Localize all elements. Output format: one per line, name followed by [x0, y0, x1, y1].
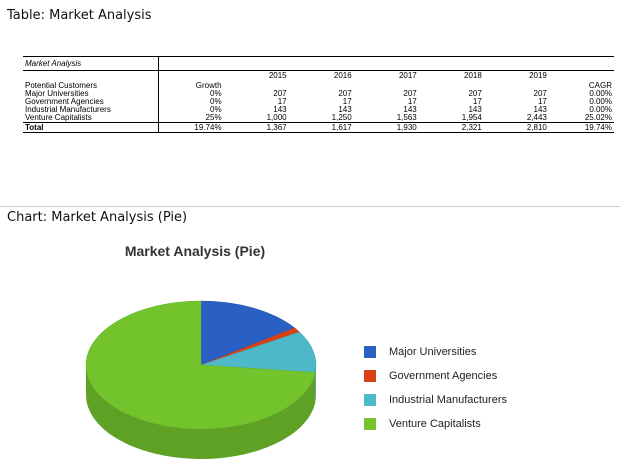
- growth-header: Growth: [195, 81, 222, 90]
- value-cell: 17: [537, 98, 547, 106]
- value-cell: 143: [533, 106, 547, 114]
- legend-swatch: [364, 418, 376, 430]
- value-cell: 2,443: [483, 114, 549, 123]
- cagr-header: CAGR: [588, 81, 612, 90]
- legend-item: Government Agencies: [364, 364, 507, 388]
- value-cell: 143: [403, 106, 417, 114]
- section-divider: [0, 206, 620, 207]
- pie-side: [315, 365, 316, 403]
- row-label: Industrial Manufacturers: [23, 106, 159, 114]
- table-row: Major Universities 0% 207 207 207 207 20…: [23, 90, 614, 98]
- pie-slice: [200, 300, 296, 366]
- chart-title: Market Analysis (Pie): [124, 243, 266, 259]
- value-cell: 143: [338, 106, 352, 114]
- value-cell: 2,810: [483, 122, 549, 133]
- pie-chart: [85, 300, 317, 459]
- legend-item: Major Universities: [364, 340, 507, 364]
- legend-item: Industrial Manufacturers: [364, 388, 507, 412]
- year-header: 2016: [333, 71, 352, 80]
- row-label: Government Agencies: [23, 98, 159, 106]
- legend-label: Major Universities: [389, 346, 477, 358]
- customers-header: Potential Customers: [23, 81, 159, 90]
- value-cell: 1,563: [353, 114, 419, 123]
- table-row: Government Agencies 0% 17 17 17 17 17 0.…: [23, 98, 614, 106]
- value-cell: 1,930: [353, 122, 419, 133]
- total-row: Total 19.74% 1,367 1,617 1,930 2,321 2,8…: [23, 122, 614, 133]
- table-header-row: Market Analysis: [23, 56, 614, 71]
- value-cell: 143: [273, 106, 287, 114]
- pie-depth: [86, 365, 316, 459]
- value-cell: 17: [342, 98, 352, 106]
- table-caption: Market Analysis: [23, 56, 159, 71]
- year-header: 2019: [529, 71, 547, 80]
- value-cell: 1,617: [288, 122, 354, 133]
- cagr-cell: 19.74%: [548, 122, 614, 133]
- chart-legend: Major Universities Government Agencies Ind…: [364, 340, 507, 436]
- table-section-title: Table: Market Analysis: [7, 8, 152, 23]
- column-labels-row: Potential Customers Growth CAGR: [23, 81, 614, 90]
- value-cell: 207: [403, 90, 417, 98]
- value-cell: 1,000: [223, 114, 289, 123]
- row-label: Venture Capitalists: [23, 114, 159, 123]
- pie-side: [86, 365, 316, 459]
- chart-section-title: Chart: Market Analysis (Pie): [7, 210, 188, 225]
- value-cell: 207: [273, 90, 287, 98]
- pie-slice: [200, 331, 317, 373]
- year-header: 2018: [464, 71, 482, 80]
- legend-item: Venture Capitalists: [364, 412, 507, 436]
- value-cell: 207: [338, 90, 352, 98]
- value-cell: 2,321: [418, 122, 484, 133]
- value-cell: 17: [472, 98, 482, 106]
- growth-cell: 25%: [158, 114, 224, 123]
- cagr-cell: 0.00%: [589, 90, 612, 98]
- value-cell: 207: [533, 90, 547, 98]
- market-analysis-table: Market Analysis 2015 2016 2017 2018 2019…: [23, 56, 614, 133]
- cagr-cell: 25.02%: [548, 114, 614, 123]
- pie-slices: [85, 300, 317, 430]
- legend-swatch: [364, 394, 376, 406]
- value-cell: 207: [468, 90, 482, 98]
- year-header: 2017: [398, 71, 417, 80]
- growth-cell: 0%: [210, 98, 222, 106]
- total-label: Total: [23, 122, 159, 133]
- legend-label: Government Agencies: [389, 370, 498, 382]
- growth-cell: 0%: [210, 90, 222, 98]
- value-cell: 143: [468, 106, 482, 114]
- table-row: Venture Capitalists 25% 1,000 1,250 1,56…: [23, 114, 614, 123]
- value-cell: 1,367: [223, 122, 289, 133]
- cagr-cell: 0.00%: [589, 98, 612, 106]
- table-row: Industrial Manufacturers 0% 143 143 143 …: [23, 106, 614, 114]
- year-header: 2015: [268, 71, 287, 80]
- legend-swatch: [364, 346, 376, 358]
- legend-label: Venture Capitalists: [389, 418, 481, 430]
- legend-swatch: [364, 370, 376, 382]
- value-cell: 1,954: [418, 114, 484, 123]
- growth-cell: 0%: [210, 106, 222, 114]
- growth-cell: 19.74%: [158, 122, 224, 133]
- row-label: Major Universities: [23, 90, 159, 98]
- years-row: 2015 2016 2017 2018 2019: [23, 70, 614, 81]
- value-cell: 1,250: [288, 114, 354, 123]
- legend-label: Industrial Manufacturers: [389, 394, 507, 406]
- pie-slice: [85, 300, 316, 430]
- value-cell: 17: [407, 98, 417, 106]
- value-cell: 17: [277, 98, 287, 106]
- cagr-cell: 0.00%: [589, 106, 612, 114]
